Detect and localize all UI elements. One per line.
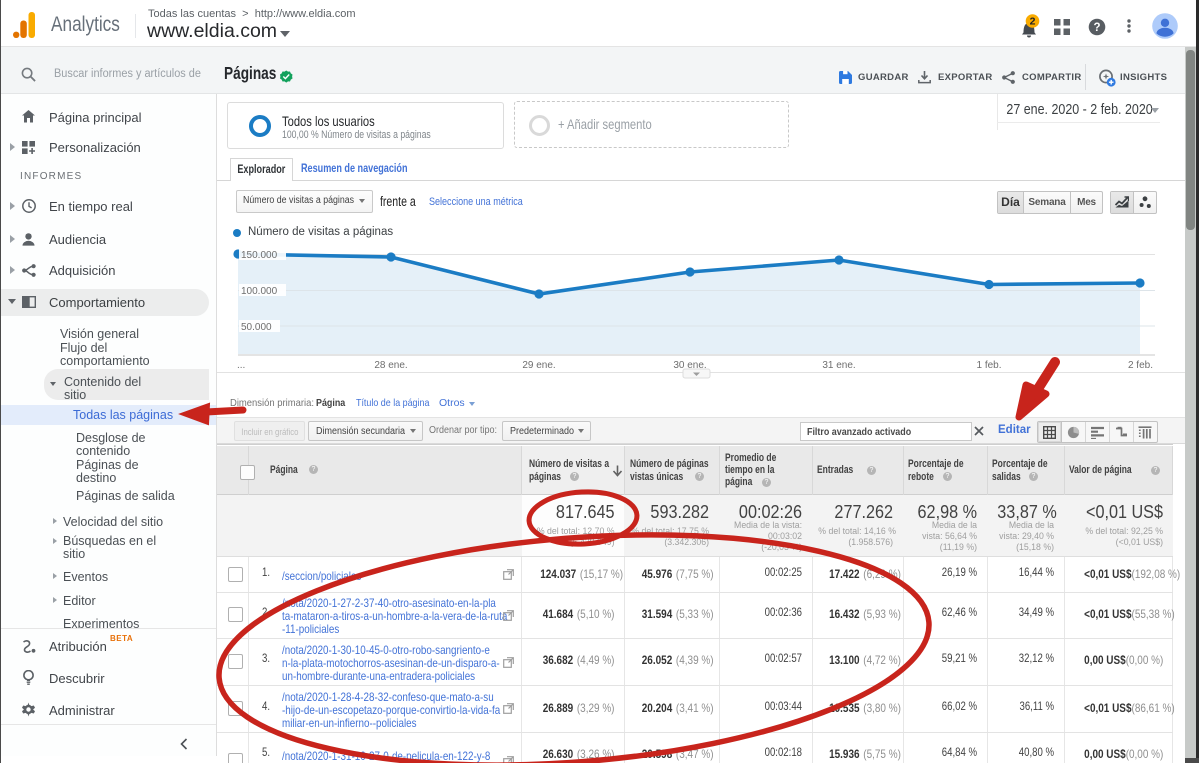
svg-text:100.000: 100.000	[241, 286, 278, 297]
svg-text:2: 2	[1030, 16, 1036, 28]
svg-text:2 feb.: 2 feb.	[1128, 360, 1153, 371]
svg-text:150.000: 150.000	[241, 250, 278, 261]
svg-text:1 feb.: 1 feb.	[976, 360, 1001, 371]
svg-text:...: ...	[237, 360, 245, 371]
svg-text:29 ene.: 29 ene.	[522, 360, 555, 371]
svg-text:31 ene.: 31 ene.	[822, 360, 855, 371]
svg-text:50.000: 50.000	[241, 322, 272, 333]
svg-text:?: ?	[1093, 22, 1100, 34]
svg-text:30 ene.: 30 ene.	[673, 360, 706, 371]
svg-text:28 ene.: 28 ene.	[374, 360, 407, 371]
